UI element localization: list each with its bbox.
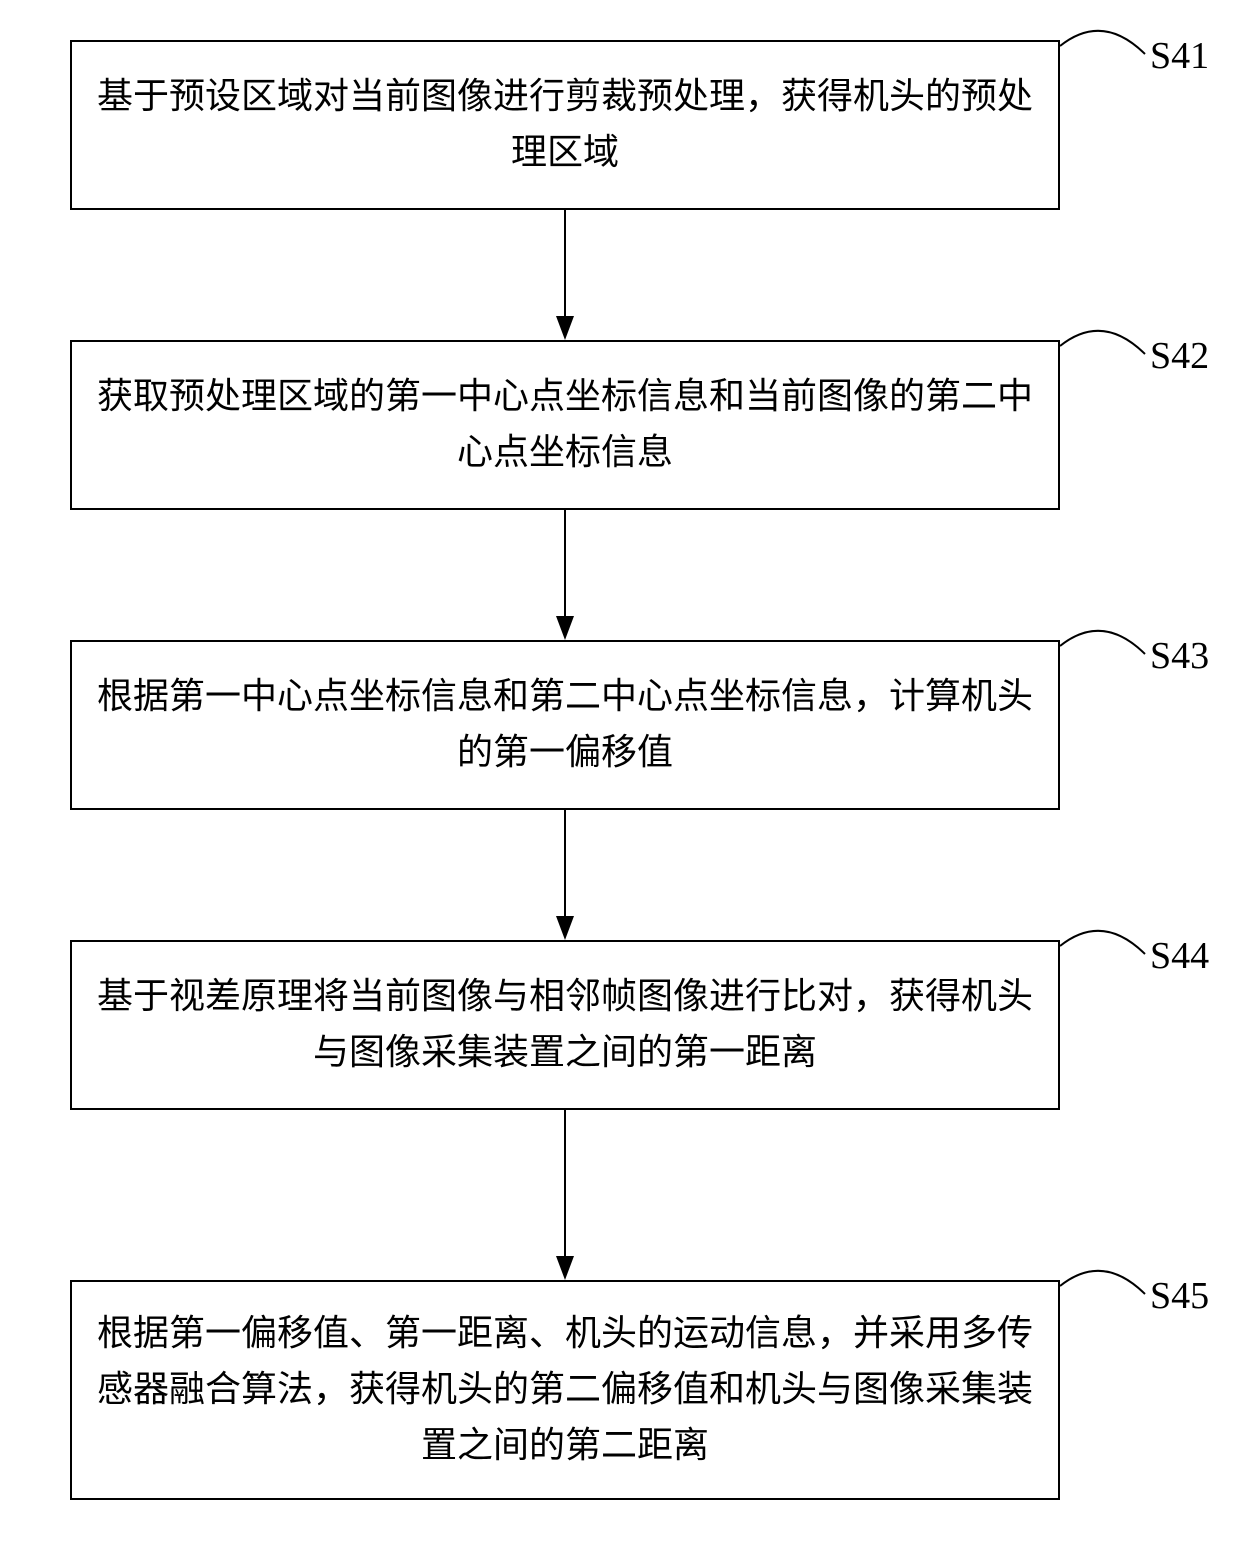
flow-step-label-s44: S44 [1150,934,1209,978]
edge-arrowhead-s43-s44 [556,916,574,940]
edge-arrowhead-s42-s43 [556,616,574,640]
flow-step-s44: 基于视差原理将当前图像与相邻帧图像进行比对，获得机头与图像采集装置之间的第一距离 [70,940,1060,1110]
flow-step-label-s43: S43 [1150,634,1209,678]
flow-step-label-s42: S42 [1150,334,1209,378]
flow-step-text: 根据第一中心点坐标信息和第二中心点坐标信息，计算机头的第一偏移值 [96,669,1034,781]
flow-step-text: 基于视差原理将当前图像与相邻帧图像进行比对，获得机头与图像采集装置之间的第一距离 [96,969,1034,1081]
flow-step-label-s41: S41 [1150,34,1209,78]
flowchart-canvas: 基于预设区域对当前图像进行剪裁预处理，获得机头的预处理区域 S41 获取预处理区域的… [0,0,1240,1546]
edge-arrowhead-s41-s42 [556,316,574,340]
label-connector-s41 [1060,31,1145,54]
edge-arrowhead-s44-s45 [556,1256,574,1280]
label-connector-s42 [1060,331,1145,354]
flow-step-text: 根据第一偏移值、第一距离、机头的运动信息，并采用多传感器融合算法，获得机头的第二… [96,1306,1034,1473]
flow-step-s43: 根据第一中心点坐标信息和第二中心点坐标信息，计算机头的第一偏移值 [70,640,1060,810]
flow-step-s41: 基于预设区域对当前图像进行剪裁预处理，获得机头的预处理区域 [70,40,1060,210]
label-connector-s45 [1060,1271,1145,1294]
label-connector-s43 [1060,631,1145,654]
flow-step-s42: 获取预处理区域的第一中心点坐标信息和当前图像的第二中心点坐标信息 [70,340,1060,510]
label-connector-s44 [1060,931,1145,954]
flow-step-s45: 根据第一偏移值、第一距离、机头的运动信息，并采用多传感器融合算法，获得机头的第二… [70,1280,1060,1500]
flow-step-text: 获取预处理区域的第一中心点坐标信息和当前图像的第二中心点坐标信息 [96,369,1034,481]
flow-step-label-s45: S45 [1150,1274,1209,1318]
flow-step-text: 基于预设区域对当前图像进行剪裁预处理，获得机头的预处理区域 [96,69,1034,181]
